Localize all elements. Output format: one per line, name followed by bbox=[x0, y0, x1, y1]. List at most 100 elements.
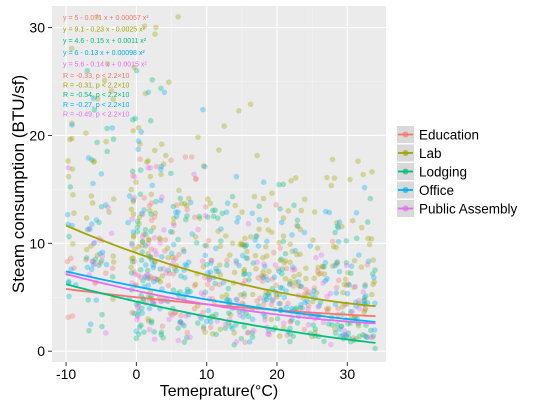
data-point bbox=[261, 297, 268, 303]
data-point bbox=[275, 266, 281, 272]
data-point bbox=[362, 282, 369, 288]
data-point bbox=[160, 265, 167, 272]
data-point bbox=[131, 269, 138, 275]
data-point bbox=[223, 292, 230, 298]
data-point bbox=[157, 240, 163, 246]
data-point bbox=[209, 285, 215, 292]
data-point bbox=[128, 206, 135, 213]
data-point bbox=[298, 301, 304, 308]
data-point bbox=[296, 271, 302, 278]
data-point bbox=[149, 77, 156, 83]
data-point bbox=[256, 216, 263, 223]
data-point bbox=[273, 294, 280, 300]
data-point bbox=[287, 241, 294, 247]
data-point bbox=[343, 282, 350, 289]
data-point bbox=[103, 330, 109, 336]
data-point bbox=[98, 204, 105, 210]
data-point bbox=[108, 230, 115, 237]
data-point bbox=[99, 249, 106, 256]
data-point bbox=[84, 264, 91, 271]
data-point bbox=[92, 256, 99, 263]
data-point bbox=[266, 331, 273, 338]
data-point bbox=[304, 291, 311, 298]
data-point bbox=[142, 243, 149, 249]
data-point bbox=[334, 261, 340, 267]
data-point bbox=[145, 282, 152, 289]
data-point bbox=[340, 332, 347, 338]
data-point bbox=[206, 276, 213, 283]
data-point bbox=[130, 197, 137, 203]
data-point bbox=[245, 313, 252, 320]
data-point bbox=[181, 322, 187, 329]
data-point bbox=[241, 323, 247, 330]
data-point bbox=[264, 238, 270, 245]
data-point bbox=[69, 120, 75, 127]
data-point bbox=[273, 292, 280, 298]
data-point bbox=[278, 219, 285, 226]
data-point bbox=[130, 234, 137, 240]
data-point bbox=[259, 278, 266, 285]
data-point bbox=[301, 326, 308, 333]
data-point bbox=[102, 202, 109, 208]
data-point bbox=[203, 204, 209, 210]
data-point bbox=[361, 297, 368, 303]
data-point bbox=[139, 211, 146, 218]
data-point bbox=[182, 200, 188, 207]
data-point bbox=[179, 321, 186, 327]
data-point bbox=[138, 274, 144, 281]
legend-label: Education bbox=[419, 128, 479, 143]
data-point bbox=[280, 181, 287, 188]
data-point bbox=[270, 297, 276, 304]
data-point bbox=[332, 262, 338, 269]
data-point bbox=[242, 235, 248, 242]
data-point bbox=[242, 243, 248, 250]
data-point bbox=[166, 270, 173, 277]
data-point bbox=[159, 273, 166, 279]
data-point bbox=[217, 326, 224, 333]
legend-item: Lodging bbox=[397, 163, 467, 180]
data-point bbox=[273, 202, 279, 208]
data-point bbox=[208, 260, 214, 266]
data-point bbox=[287, 338, 293, 345]
data-point bbox=[290, 283, 297, 289]
data-point bbox=[68, 45, 75, 52]
data-point bbox=[256, 226, 262, 232]
data-point bbox=[158, 331, 164, 338]
data-point bbox=[246, 271, 252, 278]
data-point bbox=[84, 67, 91, 74]
data-point bbox=[165, 254, 171, 261]
data-point bbox=[203, 243, 210, 249]
data-point bbox=[195, 226, 201, 233]
data-point bbox=[202, 329, 208, 335]
data-point bbox=[170, 271, 177, 277]
data-point bbox=[320, 263, 326, 270]
data-point bbox=[133, 179, 139, 185]
data-point bbox=[290, 333, 297, 340]
data-point bbox=[294, 251, 300, 258]
data-point bbox=[146, 202, 153, 209]
data-point bbox=[311, 275, 317, 282]
equation-label: y = 6 - 0.13 x + 0.00098 x² bbox=[63, 50, 145, 57]
data-point bbox=[263, 243, 269, 250]
data-point bbox=[87, 321, 94, 328]
data-point bbox=[240, 271, 247, 278]
data-point bbox=[247, 101, 254, 108]
data-point bbox=[219, 294, 225, 300]
data-point bbox=[139, 238, 146, 245]
data-point bbox=[110, 136, 117, 142]
data-point bbox=[240, 314, 246, 320]
data-point bbox=[202, 212, 209, 219]
data-point bbox=[161, 227, 167, 233]
data-point bbox=[90, 240, 97, 247]
data-point bbox=[84, 246, 90, 253]
data-point bbox=[184, 207, 190, 213]
data-point bbox=[141, 329, 147, 336]
data-point bbox=[142, 274, 148, 280]
data-point bbox=[93, 217, 100, 223]
data-point bbox=[178, 319, 184, 326]
legend-key-point bbox=[402, 205, 409, 212]
data-point bbox=[131, 258, 138, 265]
fit-lines bbox=[65, 224, 376, 344]
data-point bbox=[295, 279, 302, 285]
data-point bbox=[153, 163, 160, 170]
